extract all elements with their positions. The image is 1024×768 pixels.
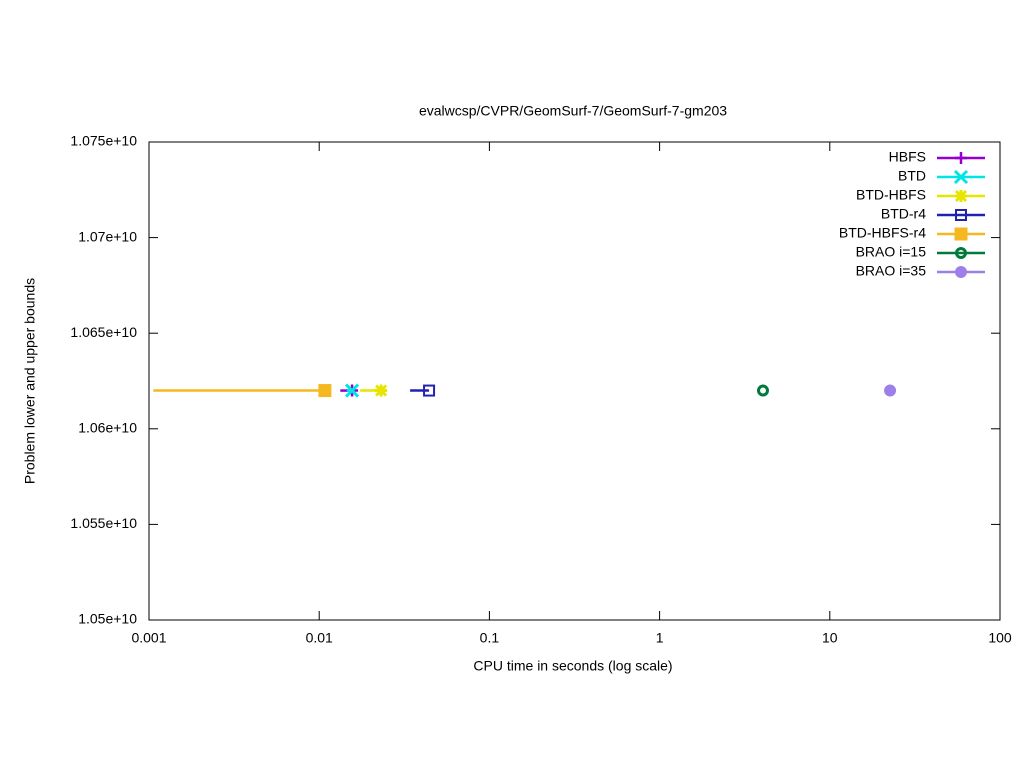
legend-label: BTD-r4 — [881, 206, 926, 222]
legend-marker — [954, 227, 968, 241]
marker — [318, 384, 332, 398]
marker-part — [954, 227, 968, 241]
legend-marker — [955, 247, 967, 259]
x-tick-label: 0.001 — [131, 630, 166, 646]
marker — [375, 384, 388, 397]
marker-part — [423, 384, 436, 397]
marker-part — [955, 247, 967, 259]
marker — [756, 384, 769, 397]
legend-label: BTD-HBFS — [856, 187, 926, 203]
legend-label: BRAO i=15 — [856, 244, 927, 260]
marker — [345, 383, 360, 398]
x-axis-label: CPU time in seconds (log scale) — [473, 658, 672, 674]
legend-marker — [954, 189, 968, 203]
chart-title: evalwcsp/CVPR/GeomSurf-7/GeomSurf-7-gm20… — [419, 103, 727, 119]
legend-marker — [955, 266, 967, 278]
legend-marker — [953, 169, 969, 185]
marker — [423, 384, 436, 397]
legend-marker — [955, 152, 967, 164]
plot-frame — [148, 141, 1001, 621]
legend-label: BTD — [898, 168, 926, 184]
y-axis-label: Problem lower and upper bounds — [22, 278, 38, 484]
legend-label: BTD-HBFS-r4 — [839, 225, 926, 241]
y-tick-label: 1.07e+10 — [78, 228, 137, 244]
marker-part — [884, 384, 897, 397]
marker-part — [345, 383, 360, 398]
x-tick-label: 100 — [988, 630, 1012, 646]
legend-label: HBFS — [889, 149, 926, 165]
y-tick-label: 1.075e+10 — [70, 133, 137, 149]
marker-part — [955, 266, 967, 278]
marker-part — [954, 189, 968, 203]
y-tick-label: 1.05e+10 — [78, 611, 137, 627]
x-tick-label: 1 — [656, 630, 664, 646]
legend-label: BRAO i=35 — [856, 263, 927, 279]
marker-part — [756, 384, 769, 397]
y-tick-label: 1.055e+10 — [70, 515, 137, 531]
x-tick-label: 10 — [822, 630, 838, 646]
marker — [884, 384, 897, 397]
x-tick-label: 0.01 — [306, 630, 333, 646]
legend-marker — [955, 209, 967, 221]
marker-part — [375, 384, 388, 397]
y-tick-label: 1.065e+10 — [70, 324, 137, 340]
marker-part — [955, 209, 967, 221]
y-tick-label: 1.06e+10 — [78, 420, 137, 436]
x-tick-label: 0.1 — [480, 630, 500, 646]
marker-part — [953, 169, 969, 185]
marker-part — [318, 384, 332, 398]
marker-part — [955, 152, 967, 164]
